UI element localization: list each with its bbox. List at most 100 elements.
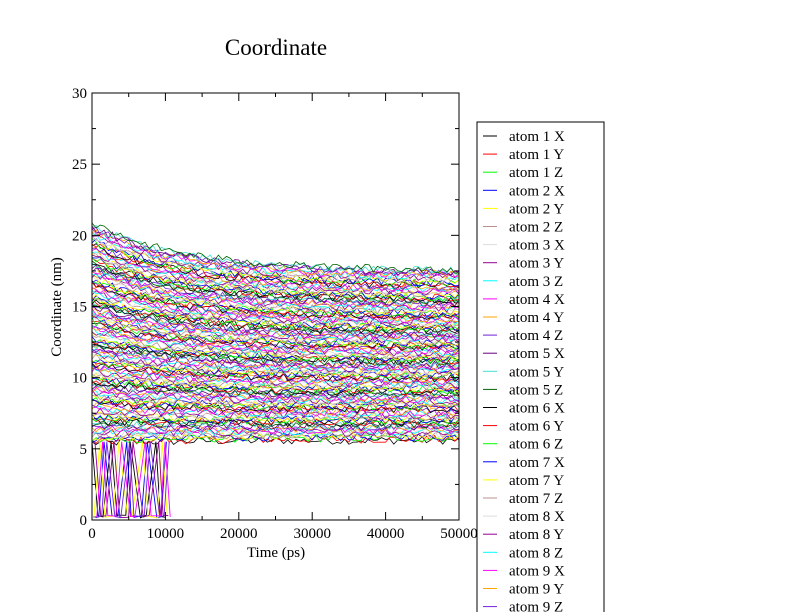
coordinate-trace [91,353,460,376]
x-tick-label: 40000 [367,526,405,542]
coordinate-trace [91,260,460,305]
legend-label: atom 6 X [509,401,565,417]
y-tick-label: 15 [72,300,87,316]
jumping-trace [96,441,171,518]
coordinate-trace [91,382,460,399]
x-tick-label: 50000 [440,526,478,542]
coordinate-trace [91,315,460,347]
coordinate-trace [91,345,460,372]
y-tick-label: 20 [72,228,87,244]
legend-label: atom 3 Z [509,274,563,290]
coordinate-trace [91,302,460,338]
coordinate-trace [91,267,460,308]
y-axis-label: Coordinate (nm) [49,257,65,357]
axis-ticks: 0 10000 20000 30000 40000 50000 0 5 10 15 20 25 30 [72,86,478,542]
coordinate-trace [91,393,460,408]
x-axis-label: Time (ps) [247,545,305,561]
x-tick-label: 20000 [220,526,258,542]
legend-label: atom 9 X [509,563,565,579]
legend-label: atom 8 X [509,509,565,525]
legend-label: atom 4 Z [509,328,563,344]
coordinate-trace [91,432,460,443]
y-tick-label: 25 [72,157,87,173]
legend-label: atom 1 Y [509,147,564,163]
coordinate-trace [91,384,460,400]
coordinate-trace [91,420,460,430]
legend-label: atom 5 X [509,346,565,362]
chart-title: Coordinate [225,35,327,60]
coordinate-trace [91,310,460,342]
x-tick-label: 30000 [293,526,331,542]
x-tick-label: 0 [88,526,96,542]
coordinate-trace [91,304,460,336]
coordinate-trace [91,290,460,327]
jumping-trace [91,441,166,519]
coordinate-trace [91,287,460,324]
coordinate-trace [91,248,460,293]
coordinate-trace [91,402,460,417]
coordinate-trace [91,226,460,277]
legend-label: atom 7 X [509,455,565,471]
coordinate-trace [91,433,460,444]
plot-frame [91,92,460,521]
coordinate-trace [91,383,459,401]
legend-box [476,121,605,612]
jumping-trace [95,441,170,519]
coordinate-trace [91,275,460,317]
legend-label: atom 6 Z [509,437,563,453]
y-tick-label: 10 [72,371,87,387]
legend-label: atom 7 Y [509,473,564,489]
coordinate-trace [91,322,460,352]
trace-group [91,222,460,519]
legend-label: atom 3 Y [509,256,564,272]
coordinate-trace [91,252,460,298]
coordinate-trace [91,281,460,319]
coordinate-trace [91,387,460,405]
jumping-trace [94,441,169,519]
coordinate-trace [91,266,460,309]
legend-label: atom 2 X [509,183,565,199]
coordinate-trace [91,232,460,281]
coordinate-trace [91,301,460,337]
legend-label: atom 7 Z [509,491,563,507]
legend-label: atom 2 Y [509,201,564,217]
coordinate-trace [91,377,460,396]
y-tick-label: 0 [80,513,88,529]
coordinate-trace [91,348,460,373]
coordinate-trace [91,222,460,274]
coordinate-trace [91,336,460,362]
coordinate-trace [91,344,460,368]
coordinate-trace [91,334,460,360]
legend-label: atom 5 Z [509,382,563,398]
coordinate-trace [91,395,460,410]
legend-label: atom 9 Y [509,582,564,598]
legend-label: atom 3 X [509,238,565,254]
legend-label: atom 4 X [509,292,565,308]
legend-label: atom 8 Y [509,527,564,543]
x-tick-label: 10000 [147,526,185,542]
coordinate-trace [91,264,460,307]
coordinate-trace [91,414,460,426]
coordinate-trace [91,256,460,300]
coordinate-trace [91,279,460,318]
coordinate-trace [91,400,460,414]
legend-label: atom 6 Y [509,419,564,435]
legend-label: atom 1 X [509,129,565,145]
coordinate-trace [91,228,460,279]
y-tick-label: 30 [72,86,87,102]
coordinate-trace [91,379,460,398]
legend-label: atom 1 Z [509,165,563,181]
coordinate-trace [91,225,460,276]
y-tick-label: 5 [80,442,88,458]
coordinate-trace [91,411,460,423]
coordinate-trace [91,421,460,431]
legend-label: atom 4 Y [509,310,564,326]
legend-label: atom 8 Z [509,545,563,561]
legend-label: atom 5 Y [509,364,564,380]
legend-label: atom 2 Z [509,220,563,236]
coordinate-trace [91,289,460,327]
coordinate-trace [91,299,460,334]
legend-label: atom 9 Z [509,600,563,612]
legend: atom 1 X atom 1 Y atom 1 Z atom 2 X atom 2 Y… [476,121,605,612]
